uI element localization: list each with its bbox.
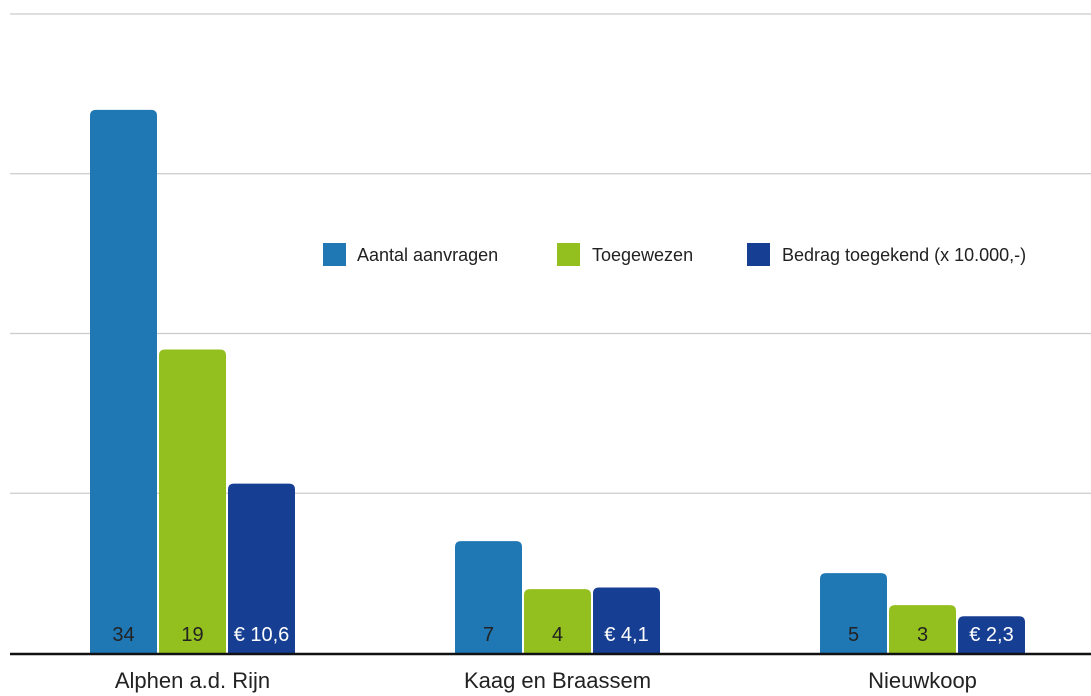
value-label-bedrag-3: € 2,3 <box>969 624 1013 646</box>
legend-swatch-toegewezen <box>557 243 580 266</box>
bar-bedrag-2 <box>593 587 660 653</box>
legend-swatch-bedrag-toegekend <box>747 243 770 266</box>
category-label-1: Alphen a.d. Rijn <box>115 668 270 693</box>
legend-label-bedrag-toegekend: Bedrag toegekend (x 10.000,-) <box>782 245 1026 265</box>
legend: Aantal aanvragen Toegewezen Bedrag toege… <box>323 243 1026 266</box>
category-label-3: Nieuwkoop <box>868 668 977 693</box>
value-label-toegewezen-2: 4 <box>552 624 563 646</box>
bar-bedrag-3 <box>958 616 1025 653</box>
legend-label-toegewezen: Toegewezen <box>592 245 693 265</box>
bars <box>90 109 1025 654</box>
legend-label-aantal-aanvragen: Aantal aanvragen <box>357 245 498 265</box>
value-label-aanvragen-1: 34 <box>112 624 134 646</box>
bar-aanvragen-3 <box>820 573 887 653</box>
value-label-aanvragen-3: 5 <box>848 624 859 646</box>
category-labels: Alphen a.d. Rijn Kaag en Braassem Nieuwkoo… <box>115 668 977 693</box>
value-label-toegewezen-1: 19 <box>181 624 203 646</box>
legend-swatch-aantal-aanvragen <box>323 243 346 266</box>
value-label-toegewezen-3: 3 <box>917 624 928 646</box>
category-label-2: Kaag en Braassem <box>464 668 651 693</box>
value-label-bedrag-2: € 4,1 <box>604 624 648 646</box>
bar-toegewezen-1 <box>159 349 226 653</box>
bar-bedrag-1 <box>228 483 295 653</box>
bar-toegewezen-3 <box>889 605 956 653</box>
value-labels: 34 19 € 10,6 7 4 € 4,1 5 3 € 2,3 <box>112 624 1013 646</box>
gridlines <box>10 13 1091 494</box>
value-label-aanvragen-2: 7 <box>483 624 494 646</box>
value-label-bedrag-1: € 10,6 <box>234 624 290 646</box>
bar-aanvragen-1 <box>90 109 157 654</box>
bar-toegewezen-2 <box>524 589 591 653</box>
bar-aanvragen-2 <box>455 541 522 653</box>
